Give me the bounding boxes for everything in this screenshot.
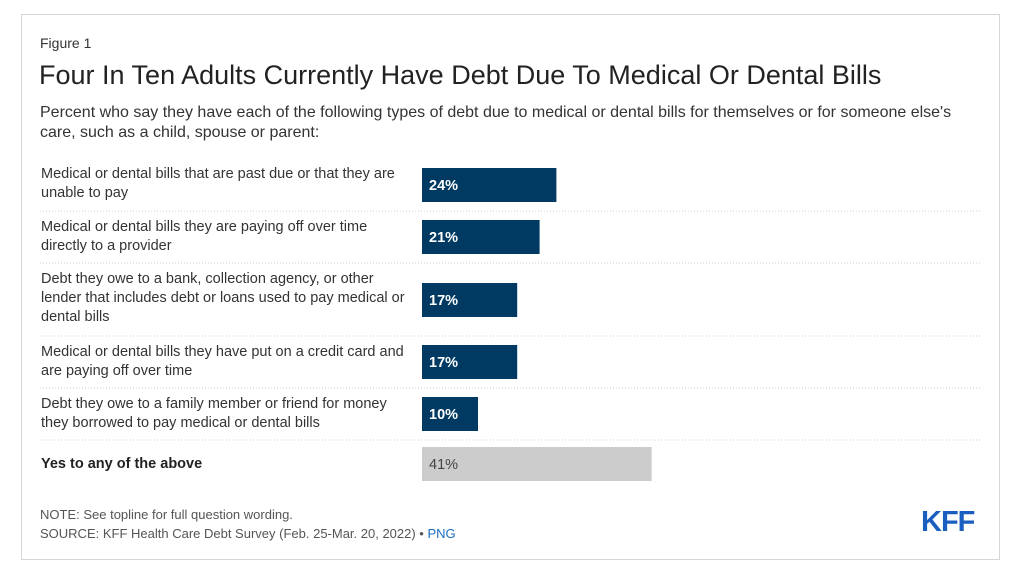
category-label: Debt they owe to a family member or frie… [41,396,387,431]
data-label: 24% [429,178,458,194]
data-label: 17% [429,293,458,309]
data-label: 17% [429,355,458,371]
figure-label: Figure 1 [40,35,92,51]
bar [422,283,518,317]
note-text: NOTE: See topline for full question word… [40,507,293,522]
category-label: Medical or dental bills that are past du… [41,166,395,201]
source-label: SOURCE: KFF Health Care Debt Survey (Feb… [40,526,424,541]
data-label: 10% [429,407,458,423]
chart-subtitle: Percent who say they have each of the fo… [40,104,952,141]
data-label: 41% [429,457,458,473]
category-label: Yes to any of the above [41,456,203,472]
bar [422,168,557,202]
source-text: SOURCE: KFF Health Care Debt Survey (Feb… [40,526,456,541]
category-label: Medical or dental bills they are paying … [41,219,368,254]
bar [422,220,540,254]
bar [422,345,518,379]
data-label: 21% [429,230,458,246]
bar [422,397,478,431]
png-download-link[interactable]: PNG [427,526,456,541]
chart-title: Four In Ten Adults Currently Have Debt D… [39,60,882,90]
category-label: Debt they owe to a bank, collection agen… [41,271,405,325]
figure-frame [21,14,1000,560]
category-label: Medical or dental bills they have put on… [41,344,404,379]
kff-logo: KFF [921,506,975,538]
bar [422,447,652,481]
